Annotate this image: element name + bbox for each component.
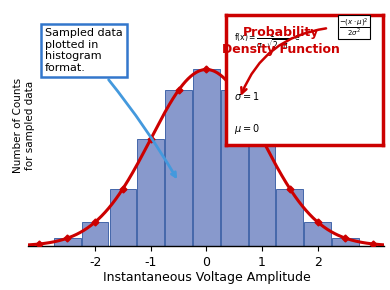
Bar <box>277 189 303 246</box>
Bar <box>54 238 81 246</box>
Bar <box>193 70 220 246</box>
Bar <box>137 139 164 246</box>
Bar <box>110 189 136 246</box>
Bar <box>165 90 192 246</box>
Bar <box>221 90 248 246</box>
Bar <box>304 222 331 246</box>
Text: Sampled data
plotted in
histogram
format.: Sampled data plotted in histogram format… <box>45 28 176 177</box>
Bar <box>82 222 108 246</box>
Text: Density Function: Density Function <box>222 44 340 57</box>
Text: Probability: Probability <box>243 26 319 39</box>
Bar <box>332 238 359 246</box>
X-axis label: Instantaneous Voltage Amplitude: Instantaneous Voltage Amplitude <box>103 271 310 284</box>
Y-axis label: Number of Counts
for sampled data: Number of Counts for sampled data <box>13 78 35 173</box>
Bar <box>249 139 275 246</box>
